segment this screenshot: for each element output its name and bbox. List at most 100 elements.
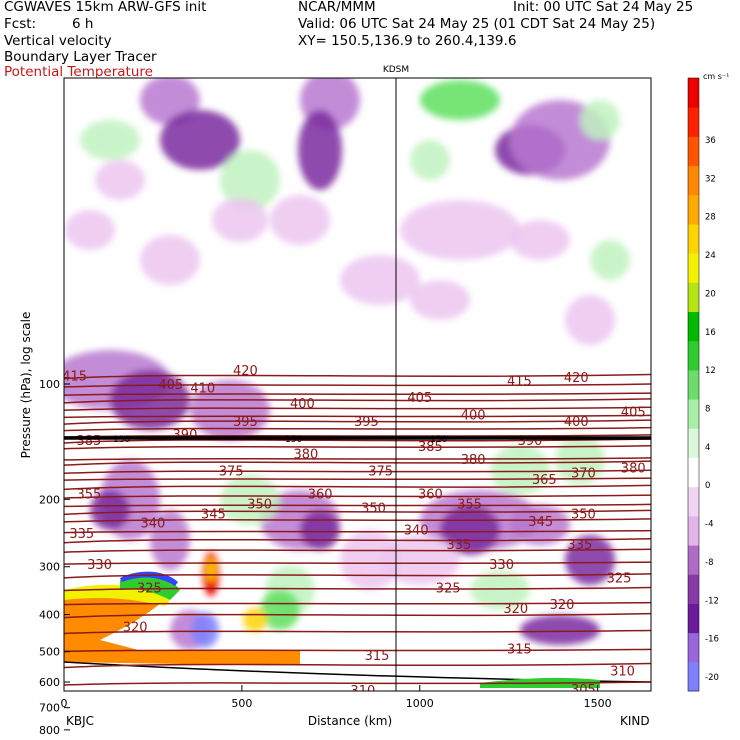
theta-contour — [64, 573, 651, 579]
theta-contour — [64, 414, 651, 419]
velocity-region — [565, 535, 615, 585]
y-axis-tick-label: 600 — [39, 676, 60, 689]
theta-label: 310 — [610, 665, 635, 680]
theta-contour — [64, 392, 651, 396]
theta-contour — [64, 548, 651, 553]
org-label: NCAR/MMM — [298, 0, 376, 15]
theta-contour — [64, 373, 651, 380]
velocity-region — [510, 505, 570, 545]
velocity-region — [420, 80, 500, 120]
theta-label: 330 — [489, 558, 514, 573]
colorbar-tick-label: 32 — [705, 174, 716, 184]
velocity-region — [300, 510, 340, 550]
theta-contour — [64, 699, 651, 701]
theta-contour — [64, 457, 651, 461]
colorbar-frame — [687, 77, 700, 692]
colorbar-tick-label: 16 — [705, 328, 716, 338]
y-axis-tick-label: 100 — [39, 378, 60, 391]
theta-label: 345 — [201, 508, 226, 523]
theta-label: 340 — [141, 517, 166, 532]
theta-label: 385 — [418, 440, 443, 455]
theta-label: 295 — [414, 722, 439, 737]
theta-label: 405 — [621, 406, 646, 421]
colorbar-swatch — [688, 78, 699, 108]
velocity-region — [140, 235, 200, 285]
velocity-region — [65, 210, 115, 250]
colorbar-swatch — [688, 515, 699, 546]
x-axis-tick-label: 0 — [61, 697, 68, 710]
theta-label: 375 — [368, 464, 393, 479]
colorbar-swatch — [688, 661, 699, 692]
theta-label: 395 — [354, 415, 379, 430]
colorbar-swatch — [688, 603, 699, 634]
y-axis-title: Pressure (hPa), log scale — [19, 312, 33, 459]
theta-contour — [64, 518, 651, 523]
velocity-region — [243, 608, 267, 632]
colorbar-tick-label: -12 — [705, 596, 719, 606]
theta-label: 390 — [518, 434, 543, 449]
theta-contour — [64, 477, 651, 481]
theta-label: 355 — [457, 497, 482, 512]
tropopause-label: 150 — [113, 435, 130, 445]
theta-label: 305 — [571, 683, 596, 698]
y-axis-tick-label: 200 — [39, 493, 60, 506]
colorbar-swatch — [688, 107, 699, 137]
boundary-layer-tracer — [64, 590, 200, 662]
theta-contour — [64, 445, 651, 450]
theta-label: 320 — [123, 621, 148, 636]
velocity-region — [565, 295, 615, 345]
field-potential-temperature: Potential Temperature — [4, 64, 153, 80]
velocity-region — [410, 140, 450, 180]
colorbar-swatch — [688, 253, 699, 283]
theta-label: 375 — [219, 464, 244, 479]
theta-label: 310 — [350, 684, 375, 699]
colorbar: -20 -16 -12 -8 -4 0 4 8 12 16 20 24 28 32 36 — [687, 77, 719, 692]
y-axis: 1002003004005006007008009001000 — [39, 378, 70, 737]
y-axis-tick-label: 800 — [39, 724, 60, 737]
theta-label: 295 — [276, 709, 301, 724]
theta-contour — [64, 586, 651, 592]
velocity-region — [490, 445, 550, 495]
velocity-region — [191, 612, 219, 648]
velocity-region — [440, 505, 500, 555]
theta-contour — [64, 529, 651, 534]
colorbar-swatch — [688, 574, 699, 604]
velocity-region — [380, 535, 460, 585]
colorbar-tick-label: 4 — [705, 443, 710, 453]
theta-label: 340 — [404, 524, 429, 539]
theta-label: 345 — [528, 515, 553, 530]
theta-contour — [64, 434, 651, 438]
theta-label: 350 — [247, 497, 272, 512]
velocity-region — [160, 110, 240, 170]
theta-label: 420 — [233, 364, 258, 379]
theta-label: 395 — [233, 415, 258, 430]
velocity-region — [510, 220, 570, 260]
colorbar-unit: cm s⁻¹ — [703, 72, 729, 81]
colorbar-swatch — [688, 632, 699, 663]
field-boundary-layer-tracer: Boundary Layer Tracer — [4, 49, 157, 65]
theta-contour — [64, 728, 651, 731]
theta-label: 385 — [76, 434, 101, 449]
colorbar-tick-label: 28 — [705, 213, 716, 223]
theta-label: 365 — [532, 473, 557, 488]
theta-contour — [64, 681, 651, 686]
theta-contour — [64, 537, 651, 544]
theta-label: 390 — [173, 428, 198, 443]
theta-contour — [64, 662, 651, 669]
velocity-region — [590, 240, 630, 280]
velocity-region — [340, 255, 420, 305]
init-time: Init: 00 UTC Sat 24 May 25 — [513, 0, 694, 15]
velocity-region — [212, 198, 268, 242]
theta-label: 330 — [87, 558, 112, 573]
theta-contour — [64, 484, 651, 491]
velocity-region — [220, 150, 280, 210]
colorbar-tick-label: 8 — [705, 405, 710, 415]
theta-label: 400 — [290, 397, 315, 412]
velocity-region — [410, 280, 470, 320]
colorbar-tick-label: 36 — [705, 136, 716, 146]
colorbar-swatch — [688, 223, 699, 254]
y-axis-tick-label: 500 — [39, 646, 60, 659]
forecast-value: 6 h — [72, 16, 94, 32]
theta-label: 360 — [418, 487, 443, 502]
